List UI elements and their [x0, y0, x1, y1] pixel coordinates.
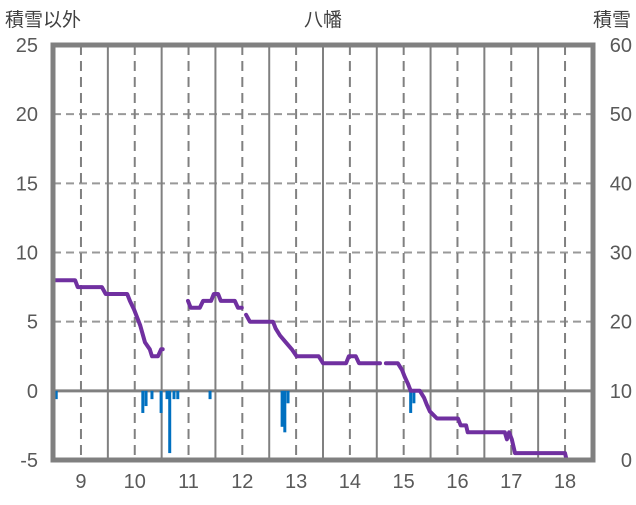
- x-tick-label: 12: [231, 471, 253, 493]
- bar: [165, 390, 169, 400]
- chart-title: 八幡: [304, 9, 342, 31]
- x-tick-label: 9: [75, 471, 86, 493]
- snow-depth-segment: [51, 278, 165, 359]
- bar: [159, 390, 163, 413]
- snow-depth-segment: [186, 292, 244, 310]
- bar: [286, 390, 290, 404]
- x-tick-label: 17: [500, 471, 522, 493]
- tick-labels: 25 60 20 50 15 40 10 30 5 20 0 10 -5 0 9 10 11 12 13 14 15 16…: [16, 35, 632, 493]
- y-left-tick-label: -5: [20, 450, 38, 472]
- bar: [283, 390, 287, 433]
- bar: [172, 390, 176, 400]
- bar: [168, 390, 172, 454]
- x-tick-label: 18: [554, 471, 576, 493]
- x-tick-label: 13: [285, 471, 307, 493]
- bar: [54, 390, 58, 400]
- x-tick-label: 11: [178, 471, 199, 493]
- y-left-tick-label: 5: [27, 312, 38, 334]
- snow-depth-segment: [383, 361, 595, 462]
- x-tick-label: 15: [393, 471, 415, 493]
- y-left-tick-label: 20: [16, 104, 38, 126]
- y-right-tick-label: 30: [610, 243, 632, 265]
- y-right-tick-label: 10: [610, 381, 632, 403]
- bar: [150, 390, 154, 400]
- other-series-bars: [54, 390, 416, 454]
- y-right-tick-label: 50: [610, 104, 632, 126]
- snow-depth-segment: [244, 312, 382, 366]
- bar: [176, 390, 180, 400]
- y-right-tick-label: 0: [621, 450, 632, 472]
- y-left-tick-label: 10: [16, 243, 38, 265]
- bar: [412, 390, 416, 404]
- snow-depth-line: [51, 278, 595, 462]
- y-left-tick-label: 15: [16, 173, 38, 195]
- right-axis-label: 積雪: [593, 9, 631, 31]
- grid: [53, 44, 593, 461]
- bar: [409, 390, 413, 413]
- bar: [208, 390, 212, 400]
- y-left-tick-label: 0: [27, 381, 38, 403]
- x-tick-label: 14: [339, 471, 361, 493]
- y-right-tick-label: 60: [610, 35, 632, 57]
- y-right-tick-label: 20: [610, 312, 632, 334]
- y-left-tick-label: 25: [16, 35, 38, 57]
- left-axis-label: 積雪以外: [5, 9, 81, 31]
- x-tick-label: 16: [446, 471, 468, 493]
- bar: [280, 390, 284, 427]
- plot-frame: [50, 42, 596, 463]
- bar: [141, 390, 145, 413]
- bar: [144, 390, 148, 407]
- x-tick-label: 10: [124, 471, 146, 493]
- y-right-tick-label: 40: [610, 173, 632, 195]
